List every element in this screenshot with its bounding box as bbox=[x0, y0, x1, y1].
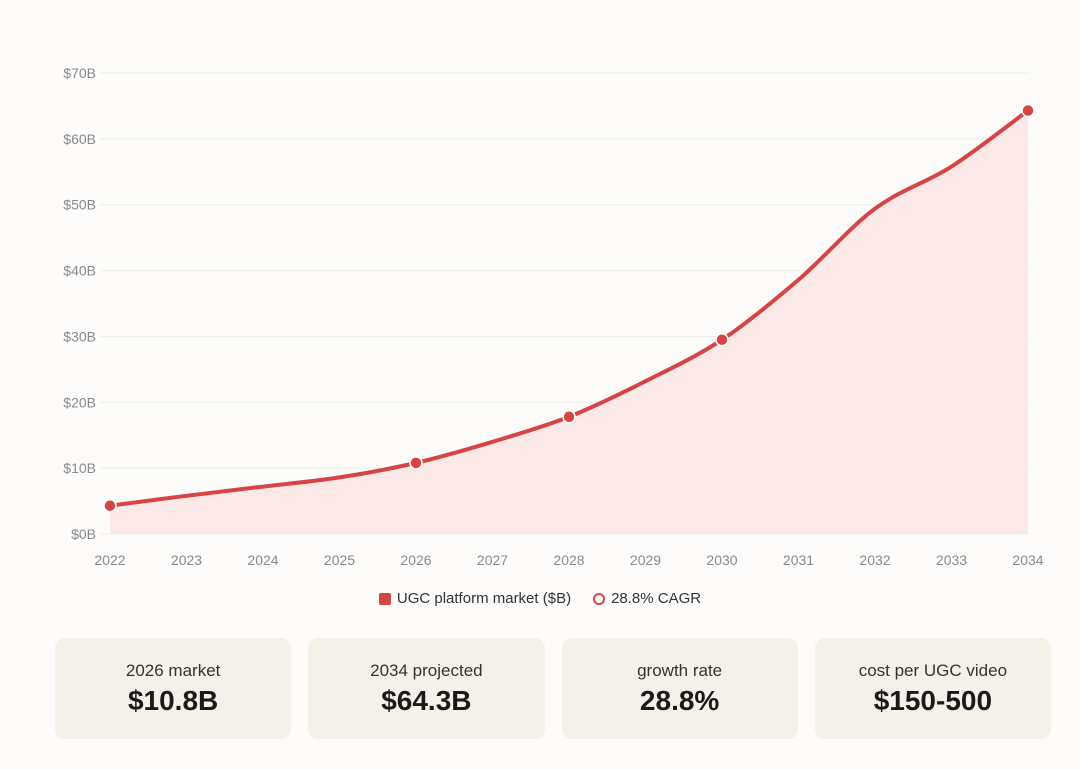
legend-item-market: UGC platform market ($B) bbox=[378, 590, 572, 607]
x-tick-label: 2030 bbox=[706, 552, 737, 568]
data-point-2028 bbox=[562, 410, 576, 424]
y-tick-label: $0B bbox=[71, 526, 96, 542]
x-axis: 2022 2023 2024 2025 2026 2027 2028 2029 2030 2031… bbox=[94, 552, 1043, 568]
market-growth-chart: $0B $10B $20B $30B $40B $50B $60B $70B 2022 2023… bbox=[63, 65, 1043, 568]
grid-lines bbox=[100, 72, 1030, 535]
y-tick-label: $50B bbox=[63, 197, 96, 213]
x-tick-label: 2033 bbox=[936, 552, 967, 568]
stat-card-value: $150-500 bbox=[873, 684, 993, 716]
stat-cards: 2026 market $10.8B 2034 projected $64.3B… bbox=[55, 638, 1051, 739]
x-tick-label: 2031 bbox=[783, 552, 814, 568]
x-tick-label: 2028 bbox=[553, 552, 584, 568]
stat-card-value: 28.8% bbox=[639, 684, 720, 716]
data-point-2026 bbox=[409, 456, 423, 470]
y-tick-label: $10B bbox=[63, 460, 96, 476]
x-tick-label: 2024 bbox=[247, 552, 278, 568]
x-tick-label: 2026 bbox=[400, 552, 431, 568]
data-point-2030 bbox=[715, 332, 729, 347]
x-tick-label: 2025 bbox=[324, 552, 355, 568]
stat-card-value: $10.8B bbox=[127, 684, 219, 716]
x-tick-label: 2034 bbox=[1012, 552, 1043, 568]
legend-ring-swatch bbox=[593, 592, 606, 605]
legend-item-cagr: 28.8% CAGR bbox=[593, 590, 701, 607]
stat-card-label: cost per UGC video bbox=[858, 660, 1008, 680]
stat-card-label: growth rate bbox=[637, 660, 723, 680]
x-tick-label: 2023 bbox=[171, 552, 202, 568]
stat-card-cost-per-video: cost per UGC video $150-500 bbox=[814, 638, 1051, 739]
x-tick-label: 2022 bbox=[94, 552, 125, 568]
stat-card-label: 2026 market bbox=[125, 660, 221, 680]
y-axis: $0B $10B $20B $30B $40B $50B $60B $70B bbox=[63, 65, 96, 542]
chart-legend: UGC platform market ($B) 28.8% CAGR bbox=[0, 590, 1080, 607]
y-tick-label: $20B bbox=[63, 394, 96, 410]
x-tick-label: 2027 bbox=[477, 552, 508, 568]
legend-label-cagr: 28.8% CAGR bbox=[611, 590, 702, 607]
y-tick-label: $70B bbox=[63, 65, 96, 81]
y-tick-label: $60B bbox=[63, 131, 96, 147]
data-points bbox=[103, 103, 1035, 513]
stat-card-2034-projected: 2034 projected $64.3B bbox=[308, 638, 545, 739]
y-tick-label: $30B bbox=[63, 328, 96, 344]
data-point-2034 bbox=[1021, 103, 1035, 118]
market-area-fill bbox=[110, 110, 1028, 534]
x-tick-label: 2029 bbox=[630, 552, 661, 568]
x-tick-label: 2032 bbox=[859, 552, 890, 568]
stat-card-growth-rate: growth rate 28.8% bbox=[561, 638, 798, 739]
stat-card-label: 2034 projected bbox=[370, 660, 483, 680]
market-series-line bbox=[108, 108, 1030, 508]
data-point-2022 bbox=[103, 498, 117, 513]
stat-card-value: $64.3B bbox=[381, 684, 472, 716]
stat-card-2026-market: 2026 market $10.8B bbox=[55, 638, 292, 739]
legend-label-market: UGC platform market ($B) bbox=[396, 590, 572, 607]
y-tick-label: $40B bbox=[63, 263, 96, 279]
legend-square-swatch bbox=[378, 592, 391, 605]
